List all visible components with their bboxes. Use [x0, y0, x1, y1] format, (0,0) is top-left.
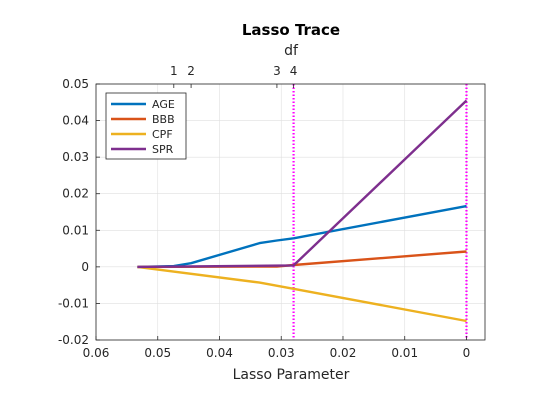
- x-tick-label: 0.02: [330, 346, 357, 360]
- legend-label-bbb: BBB: [152, 113, 175, 126]
- legend-label-cpf: CPF: [152, 128, 173, 141]
- y-tick-label: 0.04: [62, 114, 89, 128]
- axes-box: [95, 83, 486, 341]
- top-tick-label: 4: [290, 64, 298, 78]
- legend-label-age: AGE: [152, 98, 175, 111]
- series-lines: [137, 99, 468, 323]
- y-tick-label: -0.02: [58, 333, 89, 347]
- x-axis-title: Lasso Parameter: [233, 367, 350, 383]
- series-line-cpf: [137, 265, 467, 323]
- y-tick-label: 0.03: [62, 150, 89, 164]
- top-tick-label: 1: [170, 64, 178, 78]
- legend-label-spr: SPR: [152, 143, 174, 156]
- top-tick-label: 3: [273, 64, 281, 78]
- df-vertical-lines: [292, 84, 468, 340]
- y-tick-label: 0.05: [62, 77, 89, 91]
- x-tick-label: 0.04: [206, 346, 233, 360]
- top-axis-title: df: [284, 43, 299, 59]
- x-tick-label: 0.05: [144, 346, 171, 360]
- y-tick-label: 0.01: [62, 223, 89, 237]
- x-tick-label: 0.01: [391, 346, 418, 360]
- y-tick-label: 0: [81, 260, 89, 274]
- x-tick-label: 0.06: [83, 346, 110, 360]
- top-tick-label: 2: [187, 64, 195, 78]
- x-tick-label: 0: [463, 346, 471, 360]
- legend: AGE BBB CPF SPR: [105, 92, 187, 160]
- series-line-spr: [137, 99, 468, 269]
- axis-ticks: 0.06 0.05 0.04 0.03 0.02 0.01 0 -0.02 -0.01 0 0.01…: [58, 64, 470, 360]
- chart-title: Lasso Trace: [242, 21, 340, 39]
- y-tick-label: 0.02: [62, 187, 89, 201]
- x-tick-label: 0.03: [268, 346, 295, 360]
- y-tick-label: -0.01: [58, 296, 89, 310]
